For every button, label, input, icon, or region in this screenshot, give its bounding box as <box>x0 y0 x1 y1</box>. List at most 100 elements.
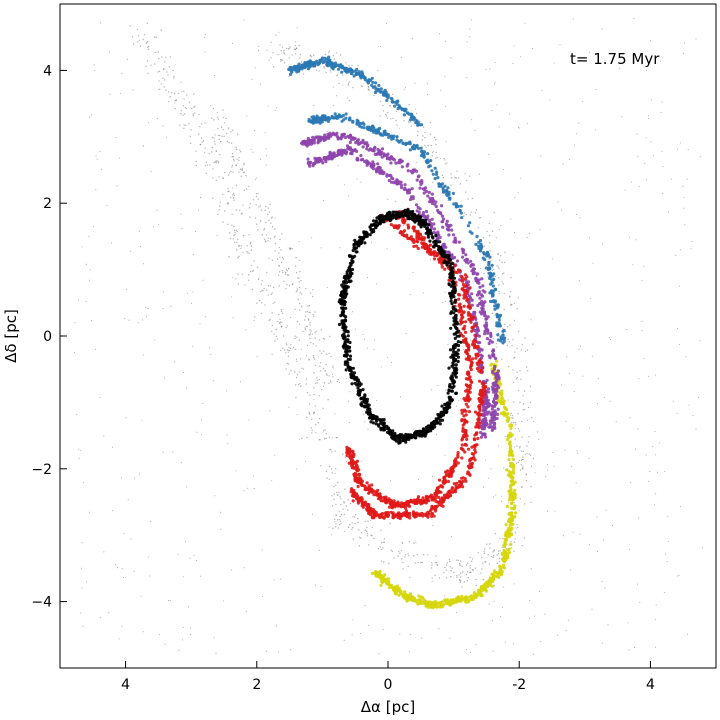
data-point <box>380 542 383 544</box>
data-point <box>158 57 160 60</box>
field-point <box>96 158 98 160</box>
field-point <box>401 56 403 58</box>
data-point <box>331 154 335 158</box>
data-point <box>373 145 377 149</box>
data-point <box>338 518 340 521</box>
field-point <box>568 159 570 160</box>
field-point <box>185 541 186 543</box>
data-point <box>332 151 336 155</box>
data-point <box>359 479 363 483</box>
data-point <box>306 416 308 418</box>
field-point <box>667 515 669 517</box>
data-point <box>291 54 293 56</box>
data-point <box>313 393 315 396</box>
data-point <box>243 162 245 165</box>
data-point <box>427 144 429 147</box>
data-point <box>256 302 258 304</box>
field-point <box>217 160 219 162</box>
field-point <box>510 414 511 416</box>
data-point <box>325 470 328 473</box>
data-point <box>470 465 474 469</box>
data-point <box>222 128 224 131</box>
data-point <box>280 261 283 264</box>
data-point <box>296 374 299 376</box>
data-point <box>511 303 513 306</box>
field-point <box>347 97 349 99</box>
data-point <box>357 468 361 472</box>
data-point <box>288 373 290 375</box>
data-point <box>319 370 322 372</box>
field-point <box>628 236 630 238</box>
field-point <box>74 322 76 324</box>
data-point <box>385 579 389 584</box>
data-point <box>514 421 517 424</box>
field-point <box>334 413 336 415</box>
data-point <box>498 293 500 295</box>
data-point <box>384 501 388 505</box>
field-point <box>447 200 449 202</box>
data-point <box>309 55 311 57</box>
data-point <box>418 123 422 127</box>
data-point <box>517 526 519 529</box>
data-point <box>295 256 297 259</box>
data-point <box>325 433 328 435</box>
field-point <box>334 473 336 475</box>
data-point <box>451 233 456 237</box>
field-point <box>534 472 536 474</box>
data-point <box>439 484 443 488</box>
data-point <box>248 207 251 209</box>
data-point <box>232 158 235 161</box>
field-point <box>470 339 472 341</box>
data-point <box>231 224 233 226</box>
data-point <box>491 284 495 288</box>
data-point <box>431 562 433 564</box>
field-point <box>298 241 300 243</box>
data-point <box>522 468 524 470</box>
data-point <box>517 461 519 464</box>
data-point <box>510 291 512 293</box>
data-point <box>314 337 316 339</box>
data-point <box>367 88 369 90</box>
field-point <box>565 630 567 632</box>
data-point <box>269 238 272 240</box>
field-point <box>610 339 611 340</box>
data-point <box>361 121 365 125</box>
data-point <box>383 541 385 543</box>
data-point <box>274 235 276 237</box>
data-point <box>283 51 285 54</box>
data-point <box>469 567 471 569</box>
data-point <box>406 236 410 241</box>
data-point <box>344 116 348 120</box>
field-point <box>224 122 226 124</box>
data-point <box>232 238 234 240</box>
data-point <box>279 238 281 241</box>
data-point <box>468 221 472 225</box>
data-point <box>435 157 437 159</box>
data-point <box>401 594 405 598</box>
data-point <box>296 336 298 338</box>
data-point <box>461 423 465 427</box>
data-point <box>483 252 487 256</box>
data-point <box>486 543 488 545</box>
data-point <box>279 318 281 320</box>
field-point <box>655 454 657 456</box>
data-point <box>320 329 323 331</box>
data-point <box>469 175 471 177</box>
data-point <box>462 284 466 289</box>
data-point <box>169 56 171 58</box>
field-point <box>494 81 496 83</box>
data-point <box>434 172 439 177</box>
data-point <box>294 308 296 310</box>
data-point <box>466 377 470 381</box>
data-point <box>490 278 494 282</box>
data-point <box>167 74 169 76</box>
data-point <box>450 184 452 186</box>
data-point <box>186 94 188 96</box>
field-point <box>496 104 498 106</box>
data-point <box>508 366 510 368</box>
data-point <box>403 183 407 187</box>
data-point <box>513 541 516 543</box>
data-point <box>454 202 458 206</box>
data-point <box>295 47 298 50</box>
data-point <box>511 482 516 486</box>
